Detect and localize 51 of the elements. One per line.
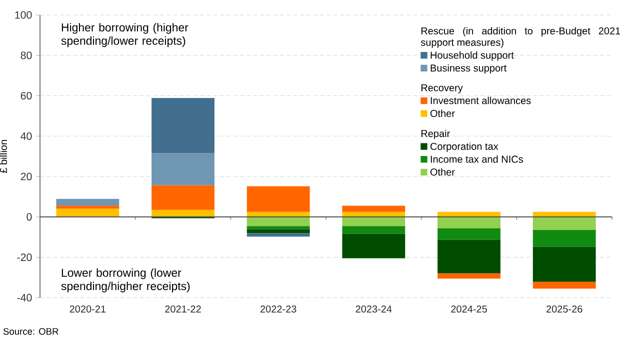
bar — [438, 228, 500, 240]
bar — [342, 217, 406, 226]
annotation: Repair — [421, 130, 450, 140]
bar — [246, 229, 310, 234]
bar — [342, 226, 406, 234]
x-tick-label: 2022-23 — [260, 306, 296, 313]
x-tick-label: 2023-24 — [356, 306, 392, 313]
y-tick-label: 40 — [20, 132, 32, 140]
bar — [246, 217, 310, 226]
bar — [532, 217, 596, 230]
bar — [532, 246, 596, 282]
bar — [532, 230, 596, 247]
y-tick-label: 20 — [20, 172, 32, 180]
y-tick-label: 60 — [20, 92, 32, 100]
bar — [532, 282, 596, 289]
x-tick-label: 2020-21 — [70, 306, 106, 313]
legend-label: Investment allowances — [430, 96, 531, 104]
legend-label: Household support — [430, 52, 514, 61]
bar — [438, 240, 500, 274]
y-axis-title: £ billion — [0, 140, 8, 174]
bar — [438, 274, 500, 279]
y-tick-label: 80 — [20, 52, 32, 60]
annotation: Higher borrowing (higher spending/lower receipts) — [61, 23, 188, 48]
y-tick-label: 0 — [26, 213, 32, 221]
legend-label: Other — [430, 168, 455, 176]
bar — [246, 186, 310, 212]
y-tick-label: -20 — [17, 254, 32, 262]
bar — [152, 153, 214, 186]
legend-label: Corporation tax — [430, 142, 498, 152]
bar — [152, 98, 214, 154]
annotation: Recovery — [421, 84, 463, 94]
legend-label: Income tax and NICs — [430, 156, 523, 163]
x-tick-label: 2021-22 — [165, 306, 201, 313]
bar — [342, 234, 406, 258]
legend-label: Business support — [430, 64, 507, 74]
legend-label: Other — [430, 110, 455, 118]
annotation: Rescue (in addition to pre-Budget 2021 support measures) — [420, 27, 620, 48]
bar — [56, 199, 120, 206]
y-tick-label: -40 — [17, 294, 32, 302]
bar — [342, 206, 406, 212]
bar — [56, 208, 120, 218]
bar — [152, 185, 214, 210]
source-note: Source: OBR — [3, 328, 58, 335]
bar — [56, 206, 120, 209]
bar — [246, 226, 310, 230]
x-tick-label: 2025-26 — [546, 306, 582, 313]
bar — [438, 217, 500, 228]
x-tick-label: 2024-25 — [451, 306, 487, 313]
bar — [152, 210, 214, 218]
annotation: Lower borrowing (lower spending/higher receipts) — [61, 268, 190, 293]
y-tick-label: 100 — [15, 11, 32, 19]
